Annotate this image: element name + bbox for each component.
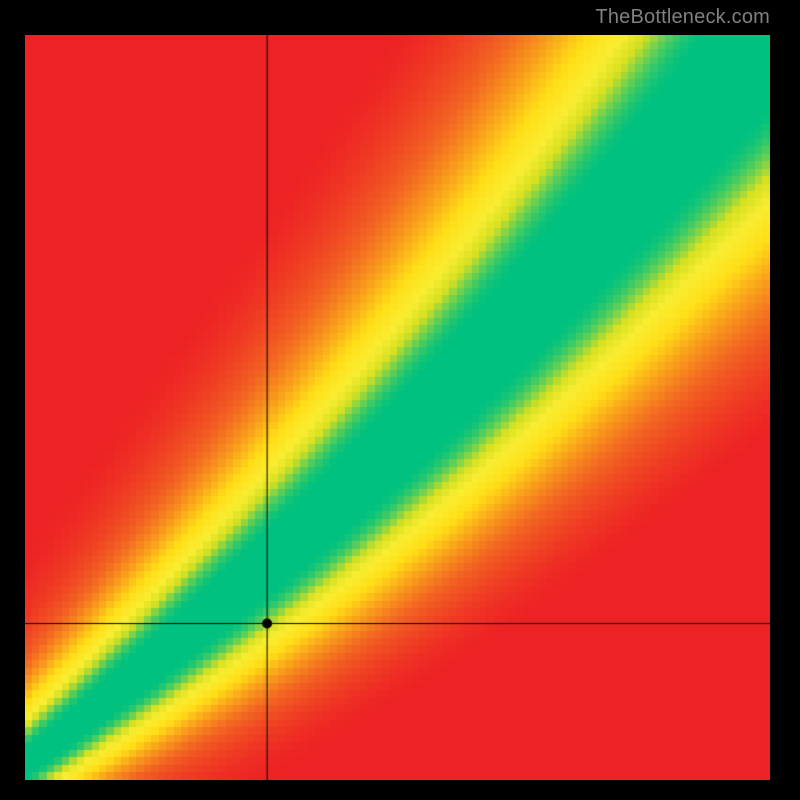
watermark-text: TheBottleneck.com <box>595 6 770 29</box>
bottleneck-heatmap <box>25 35 770 780</box>
heatmap-canvas <box>25 35 770 780</box>
